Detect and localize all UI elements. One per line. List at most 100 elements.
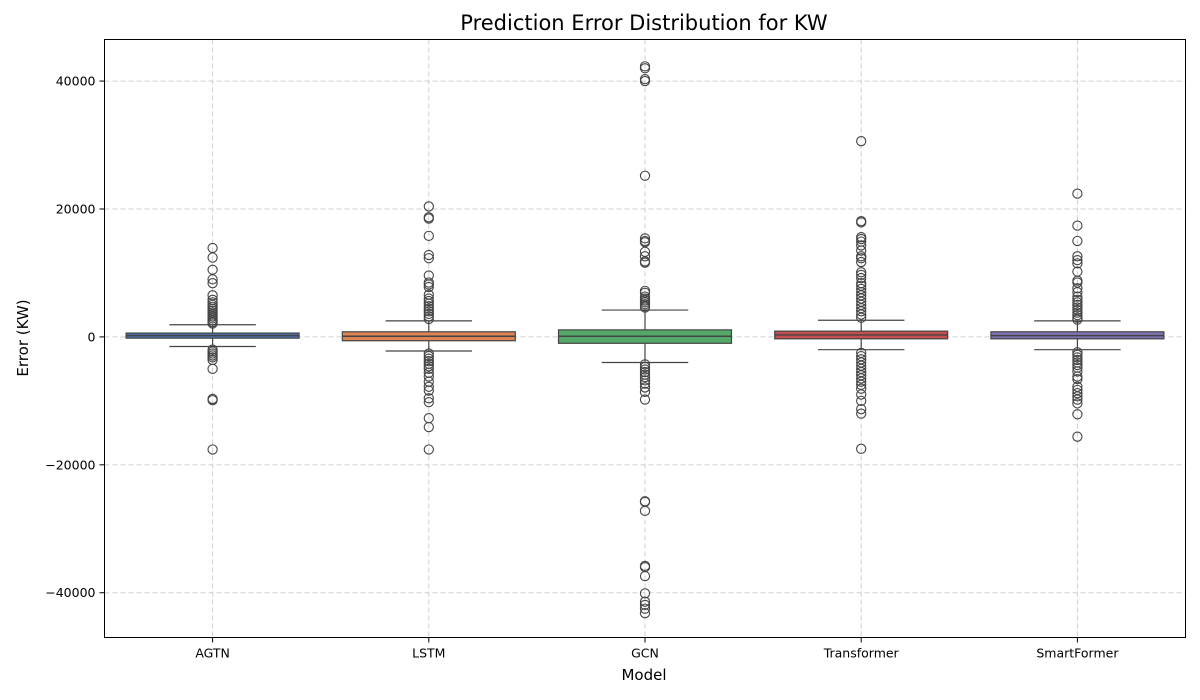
box-agtn — [125, 242, 300, 455]
outlier-point — [639, 588, 651, 599]
outlier-point — [1072, 255, 1083, 266]
outlier-point — [1072, 283, 1083, 294]
boxes — [125, 61, 1165, 619]
outlier-point — [1072, 251, 1083, 262]
outlier-point — [856, 312, 867, 323]
outlier-point — [856, 389, 867, 400]
plot-frame — [104, 39, 1186, 638]
outlier-point — [423, 281, 434, 293]
outlier-point — [856, 256, 867, 268]
outlier-point — [1072, 310, 1083, 321]
outlier-point — [1072, 220, 1083, 231]
outlier-point — [639, 364, 651, 375]
chart-title: Prediction Error Distribution for KW — [460, 11, 828, 35]
outlier-point — [1072, 391, 1083, 402]
outlier-point — [1072, 398, 1083, 409]
outlier-point — [856, 240, 867, 251]
outlier-point — [856, 233, 867, 245]
outlier-point — [423, 313, 434, 325]
outlier-point — [1072, 188, 1083, 199]
outlier-point — [423, 306, 434, 317]
outlier-point — [639, 599, 651, 611]
box-gcn — [557, 61, 733, 619]
outlier-point — [639, 603, 651, 614]
outlier-point — [856, 443, 867, 454]
outlier-point — [423, 213, 434, 224]
outlier-point — [423, 308, 434, 320]
outlier-point — [639, 257, 651, 268]
outlier-point — [1072, 359, 1083, 371]
outlier-point — [856, 253, 867, 264]
y-tick-label: −40000 — [45, 585, 95, 600]
outlier-point — [207, 297, 218, 308]
outlier-point — [856, 217, 867, 228]
outlier-point — [639, 302, 651, 313]
outlier-point — [1072, 431, 1083, 442]
outlier-point — [639, 505, 651, 517]
outlier-point — [1072, 409, 1083, 420]
outlier-point — [423, 350, 434, 362]
outlier-point — [639, 375, 651, 386]
outlier-point — [856, 272, 867, 284]
box-smartformer — [990, 188, 1165, 442]
y-tick-label: 20000 — [56, 201, 96, 216]
outlier-point — [856, 267, 867, 278]
outlier-point — [1072, 235, 1083, 247]
outlier-point — [856, 309, 867, 320]
outlier-point — [423, 385, 434, 396]
outlier-point — [639, 596, 651, 607]
outlier-point — [639, 394, 651, 405]
outlier-point — [423, 421, 434, 433]
outlier-point — [207, 395, 218, 406]
axes: −40000 −20000 0 20000 40000 AGTN LSTM GCN Transf… — [45, 74, 1119, 661]
y-tick-label: −20000 — [45, 457, 95, 472]
outlier-point — [1072, 286, 1083, 298]
outlier-point — [856, 373, 867, 384]
outlier-point — [639, 386, 651, 398]
x-tick-label: SmartFormer — [1036, 646, 1119, 661]
outlier-point — [423, 356, 434, 367]
outlier-point — [423, 381, 434, 392]
outlier-point — [423, 249, 434, 261]
outlier-point — [1072, 291, 1083, 302]
outlier-point — [1072, 354, 1083, 366]
outlier-point — [1072, 299, 1083, 311]
outlier-point — [423, 253, 434, 264]
y-tick-label: 0 — [88, 329, 96, 344]
outlier-point — [423, 371, 434, 382]
outlier-point — [423, 363, 434, 375]
outlier-point — [639, 359, 651, 370]
outlier-point — [207, 352, 218, 363]
outlier-point — [423, 353, 434, 364]
outlier-point — [207, 363, 218, 375]
outlier-point — [423, 301, 434, 312]
outlier-point — [639, 570, 651, 582]
y-axis-label: Error (KW) — [14, 299, 32, 376]
box-transformer — [774, 136, 949, 454]
outlier-point — [856, 395, 867, 407]
outlier-point — [1072, 347, 1083, 358]
outlier-point — [639, 63, 651, 74]
box-lstm — [341, 201, 516, 455]
outlier-point — [423, 396, 434, 408]
outlier-point — [856, 376, 867, 387]
outlier-point — [1072, 297, 1083, 308]
outlier-point — [639, 378, 651, 389]
outlier-point — [1072, 371, 1083, 382]
outlier-point — [856, 404, 867, 415]
outlier-point — [1072, 314, 1083, 325]
outlier-point — [423, 298, 434, 309]
outlier-point — [639, 233, 651, 244]
outlier-point — [1072, 294, 1083, 305]
outlier-point — [207, 252, 218, 263]
outlier-point — [856, 269, 867, 281]
x-tick-label: LSTM — [412, 646, 445, 661]
outlier-point — [639, 170, 651, 181]
outlier-point — [639, 372, 651, 383]
x-tick-label: Transformer — [823, 646, 900, 661]
outlier-point — [423, 311, 434, 322]
outlier-point — [856, 383, 867, 394]
outlier-point — [423, 393, 434, 404]
outlier-point — [423, 201, 434, 212]
outlier-point — [207, 274, 218, 285]
